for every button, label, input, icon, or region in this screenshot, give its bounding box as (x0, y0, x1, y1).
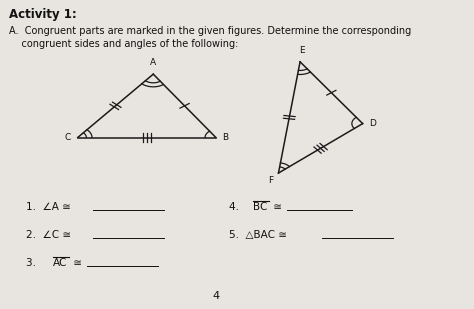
Text: BC: BC (253, 202, 267, 212)
Text: 3.: 3. (26, 258, 39, 268)
Text: F: F (268, 176, 273, 185)
Text: 1.  ∠A ≅: 1. ∠A ≅ (26, 202, 71, 212)
Text: 4: 4 (212, 291, 219, 301)
Text: congruent sides and angles of the following:: congruent sides and angles of the follow… (9, 39, 238, 49)
Text: 5.  △BAC ≅: 5. △BAC ≅ (229, 230, 287, 240)
Text: B: B (222, 133, 228, 142)
Text: 4.: 4. (229, 202, 242, 212)
Text: A.  Congruent parts are marked in the given figures. Determine the corresponding: A. Congruent parts are marked in the giv… (9, 26, 411, 36)
Text: 2.  ∠C ≅: 2. ∠C ≅ (26, 230, 71, 240)
Text: Activity 1:: Activity 1: (9, 8, 76, 21)
Text: E: E (300, 46, 305, 55)
Text: ≅: ≅ (70, 258, 82, 268)
Text: D: D (369, 119, 376, 128)
Text: AC: AC (53, 258, 67, 268)
Text: A: A (150, 58, 156, 67)
Text: C: C (65, 133, 71, 142)
Text: ≅: ≅ (270, 202, 282, 212)
